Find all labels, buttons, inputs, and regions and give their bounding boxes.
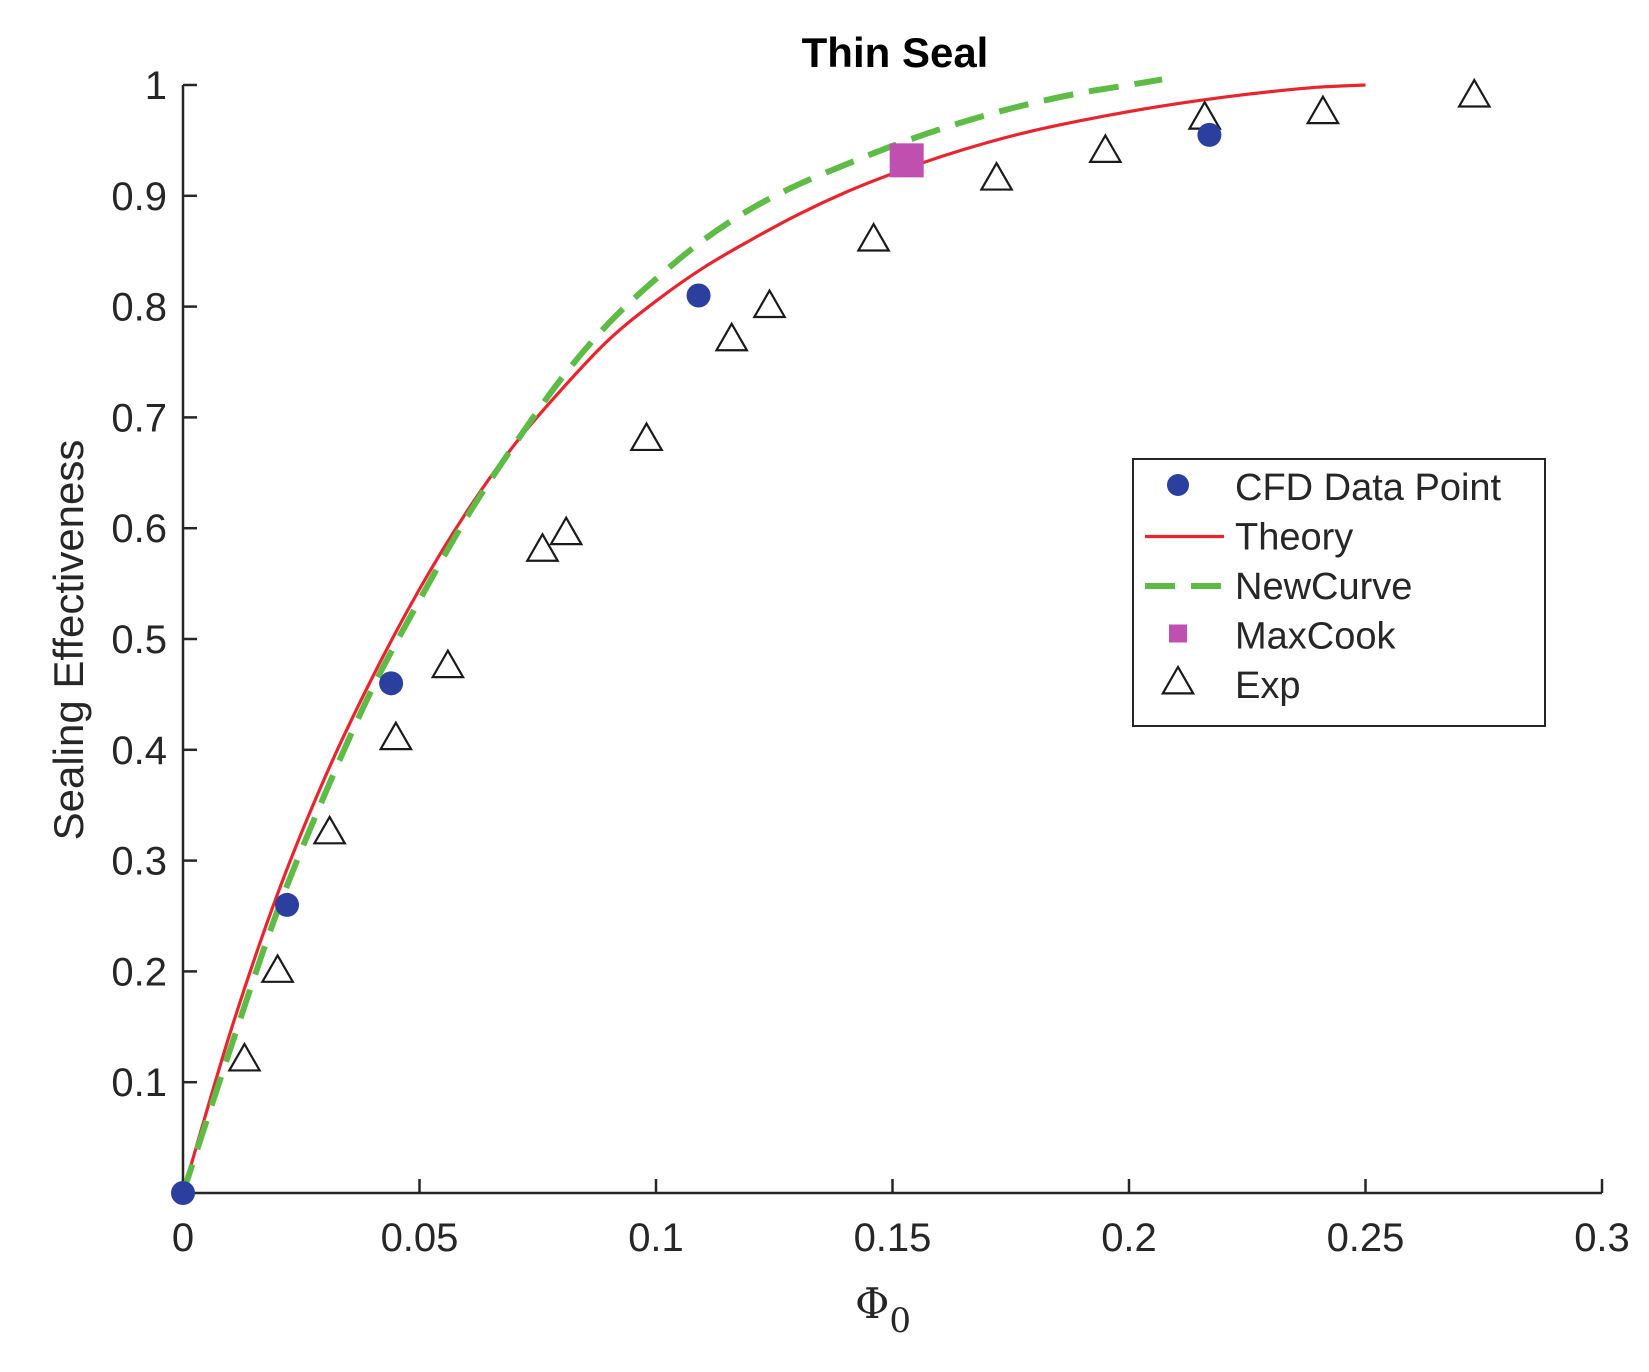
- exp-marker: [752, 288, 787, 319]
- y-tick-label: 0.4: [111, 729, 167, 773]
- x-axis-label-sub: 0: [889, 1301, 911, 1341]
- x-tick-label: 0.1: [628, 1216, 684, 1260]
- y-tick-label: 0.9: [111, 175, 167, 219]
- y-tick-label: 0.3: [111, 840, 167, 884]
- exp-marker: [629, 421, 664, 452]
- x-axis-label-main: Φ: [855, 1279, 889, 1328]
- cfd-data-point-marker: [379, 671, 404, 696]
- exp-legend-marker: [1160, 664, 1196, 695]
- series-markers: [171, 77, 1492, 1205]
- cfd-data-point-legend-marker: [1167, 474, 1189, 496]
- x-tick-label: 0.15: [854, 1216, 932, 1260]
- exp-marker: [378, 720, 413, 751]
- exp-marker: [714, 321, 749, 352]
- y-tick-label: 0.1: [111, 1061, 167, 1105]
- x-tick-label: 0.2: [1101, 1216, 1157, 1260]
- cfd-data-point-marker: [171, 1181, 195, 1205]
- y-tick-label: 1: [145, 64, 167, 108]
- x-axis-label: Φ0: [855, 1279, 911, 1341]
- theory-line: [181, 83, 1366, 1194]
- exp-marker: [227, 1041, 262, 1072]
- cfd-data-point-legend-label: CFD Data Point: [1235, 467, 1502, 509]
- exp-marker: [260, 953, 295, 983]
- maxcook-marker: [889, 143, 924, 178]
- theory-legend-label: Theory: [1235, 517, 1353, 559]
- y-tick-label: 0.8: [111, 286, 167, 330]
- legend: CFD Data Point Theory NewCurve MaxCook Exp: [1132, 458, 1546, 727]
- exp-marker: [856, 221, 891, 252]
- y-tick-label: 0.5: [111, 618, 167, 662]
- exp-marker: [1305, 94, 1341, 125]
- series-lines: [180, 76, 1366, 1194]
- cfd-data-point-marker: [686, 283, 711, 308]
- exp-marker: [979, 160, 1014, 191]
- plot-area: 0 0.05 0.1 0.15 0.2 0.25 0.3 0.10.20.30.40.50.…: [111, 64, 1629, 1260]
- legend-box: [1132, 458, 1546, 727]
- x-tick-label: 0.05: [381, 1216, 459, 1260]
- x-ticks: 0 0.05 0.1 0.15 0.2 0.25 0.3: [172, 1179, 1630, 1260]
- y-tick-label: 0.7: [111, 396, 167, 440]
- exp-marker: [549, 515, 584, 546]
- y-tick-label: 0.6: [111, 507, 167, 551]
- exp-marker: [312, 814, 347, 845]
- cfd-data-point-marker: [1197, 122, 1222, 147]
- newcurve-line: [180, 76, 1163, 1194]
- x-tick-label: 0.25: [1327, 1216, 1405, 1260]
- exp-marker: [1088, 133, 1123, 163]
- x-tick-label: 0.3: [1574, 1216, 1630, 1260]
- maxcook-legend-label: MaxCook: [1235, 616, 1396, 658]
- y-tick-label: 0.2: [111, 950, 167, 994]
- maxcook-legend-marker: [1169, 624, 1187, 643]
- exp-legend-label: Exp: [1235, 665, 1300, 707]
- chart-title: Thin Seal: [802, 29, 989, 76]
- exp-marker: [430, 648, 465, 679]
- exp-marker: [525, 532, 560, 562]
- y-axis-label: Sealing Effectiveness: [45, 440, 92, 841]
- legend-items: CFD Data Point Theory NewCurve MaxCook Exp: [1145, 467, 1502, 707]
- cfd-data-point-marker: [275, 892, 300, 917]
- exp-marker: [1457, 77, 1492, 108]
- y-ticks: 0.1 0.2 0.3 0.4 0.5 0.6 0.7 0.8 0.9 1: [111, 64, 197, 1105]
- newcurve-legend-label: NewCurve: [1235, 566, 1412, 608]
- x-tick-label: 0: [172, 1216, 194, 1260]
